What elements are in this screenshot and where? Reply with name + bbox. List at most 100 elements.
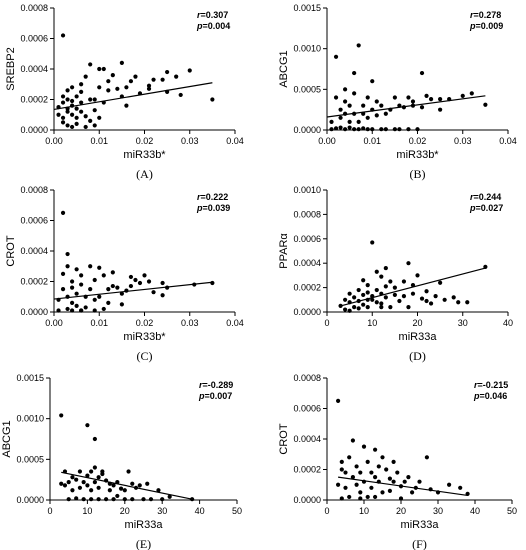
data-point [133,277,138,283]
x-tick-label: 10 [359,506,369,516]
data-point [347,308,352,313]
data-point [373,475,378,480]
data-point [148,497,154,502]
data-point [70,85,75,90]
data-point [387,488,392,493]
data-point [361,278,366,283]
r-number: =0.278 [474,10,502,20]
data-point [401,294,407,299]
data-point [329,119,334,124]
data-point [70,112,75,117]
data-point [374,300,379,305]
data-point [428,96,434,102]
data-point [419,105,425,110]
y-tick-label: 0.0004 [20,246,48,256]
data-point [410,99,416,104]
p-symbol: p [196,203,203,213]
x-tick-label: 0.00 [45,318,63,328]
data-point [130,481,135,486]
data-point [60,115,66,120]
data-point [122,488,127,493]
data-point [333,95,339,100]
data-point [483,102,488,107]
data-point [128,274,134,280]
data-point [383,265,388,271]
data-point [92,108,97,113]
x-tick-label: 10 [82,506,92,516]
y-tick-label: 0.0015 [293,3,321,13]
r-number: =0.307 [201,10,229,20]
data-point [356,287,361,293]
x-tick-label: 0.01 [90,136,108,146]
y-tick-label: 0.0000 [16,495,44,505]
panel-caption: (E) [136,537,151,550]
data-point [118,486,124,491]
data-point [74,115,79,120]
regression-line [53,82,213,111]
data-point [70,279,75,284]
p-number: =0.009 [476,21,504,31]
data-point [115,86,120,91]
data-point [70,488,75,493]
data-point [402,479,407,484]
data-point [438,107,443,112]
data-point [397,127,402,132]
x-axis-label: miR33a [399,331,438,343]
data-point [358,490,363,495]
data-point [388,305,393,310]
data-point [388,279,393,284]
data-point [92,436,97,442]
data-point [333,54,339,59]
data-point [210,97,215,102]
data-point [410,291,416,296]
data-point [352,70,357,76]
y-axis-label: PPARα [278,233,290,269]
data-point [338,107,343,112]
x-tick-label: 0.00 [318,136,336,146]
data-point [70,300,75,305]
data-point [406,127,411,132]
data-point [96,475,101,480]
data-point [101,273,106,278]
data-point [383,295,388,300]
p-value: p=0.027 [469,203,503,213]
data-point [60,94,66,99]
data-point [160,497,165,502]
data-point [96,485,101,490]
data-point [424,289,429,294]
data-point [370,240,375,245]
x-axis-label: miR33b* [396,149,439,161]
data-point [106,300,111,305]
r-value: r=0.278 [470,10,501,20]
data-point [167,494,172,499]
data-point [65,109,70,114]
p-symbol: p [196,21,203,31]
data-point [92,297,97,302]
x-tick-label: 50 [232,506,242,516]
data-point [347,455,352,460]
data-point [343,470,348,475]
data-point [92,308,97,313]
data-point [347,494,352,500]
y-tick-label: 0.0000 [293,495,321,505]
data-point [110,270,115,275]
x-tick-label: 40 [503,318,513,328]
data-point [379,301,384,306]
data-point [146,279,152,284]
data-point [74,94,79,99]
data-point [343,127,348,132]
data-point [92,480,97,485]
data-point [106,88,111,93]
data-point [210,280,215,286]
x-axis-label: miR33b* [123,149,166,161]
data-point [365,290,370,295]
data-point [142,273,147,278]
data-point [361,103,366,108]
data-point [141,497,146,502]
data-point [65,123,70,128]
data-point [387,476,392,481]
data-point [369,470,374,475]
y-tick-label: 0.0010 [16,414,44,424]
data-point [347,125,352,130]
data-point [338,115,343,120]
